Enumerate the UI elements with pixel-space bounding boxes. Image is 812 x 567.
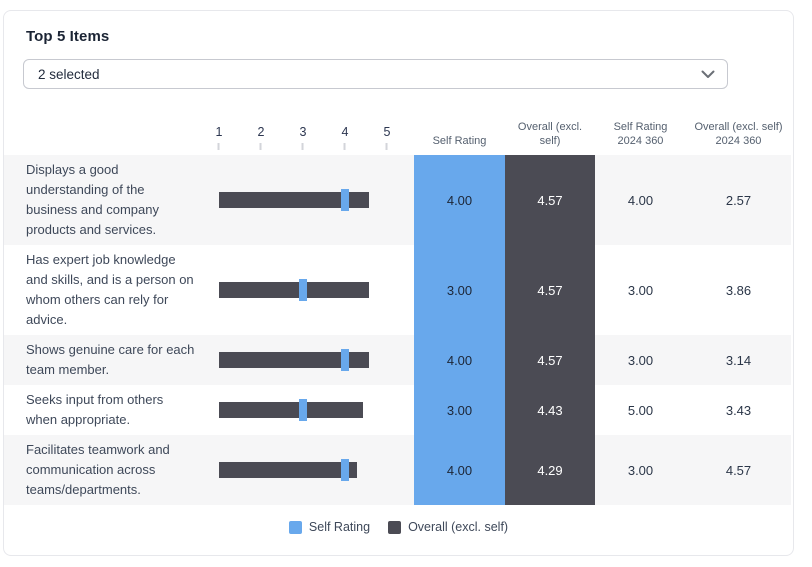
header-item-spacer [4,106,200,155]
overall-bar [219,402,364,418]
rating-bar-chart [200,335,414,385]
scale-tick-2: 2 [258,125,264,150]
chevron-down-icon [701,70,715,79]
scale-tick-4: 4 [342,125,348,150]
overall-bar [219,462,358,478]
self-rating-value: 4.00 [414,435,505,505]
tick-mark-icon [217,143,220,150]
table-body: Displays a good understanding of the bus… [4,155,793,505]
header-self-rating: Self Rating [432,135,487,147]
table-row: Has expert job knowledge and skills, and… [4,245,793,335]
overall-excl-self-value: 4.57 [505,335,595,385]
tick-mark-icon [385,143,388,150]
item-text: Facilitates teamwork and communication a… [4,435,200,505]
overall-excl-self-2024-360-value: 3.43 [725,402,752,418]
rating-scale-axis: 1 2 3 4 5 [200,106,414,155]
scale-tick-1: 1 [216,125,222,150]
self-rating-2024-360-value: 3.00 [595,335,686,385]
self-rating-2024-360-value: 3.00 [627,282,654,298]
tick-mark-icon [301,143,304,150]
header-self-rating-2024-360: Self Rating 2024 360 [613,121,668,147]
overall-excl-self-2024-360-value: 3.14 [686,335,791,385]
legend-swatch-icon [288,520,302,534]
self-rating-marker [299,279,307,301]
overall-bar [219,282,369,298]
header-overall-excl-self: Overall (excl. self) [517,121,583,147]
overall-excl-self-value: 4.57 [505,245,595,335]
legend-item: Overall (excl. self) [388,520,508,534]
legend-label: Overall (excl. self) [408,520,509,534]
self-rating-value: 3.00 [414,245,505,335]
overall-bar [219,352,369,368]
tick-mark-icon [259,143,262,150]
ratings-table: 1 2 3 4 5 Self Rating Overall (excl. self) S… [4,106,793,505]
header-overall-excl-self-2024-360: Overall (excl. self) 2024 360 [694,121,783,147]
items-filter-dropdown[interactable]: 2 selected [23,59,728,89]
self-rating-marker [341,349,349,371]
table-row: Seeks input from others when appropriate… [4,385,793,435]
legend-label: Self Rating [308,520,371,534]
self-rating-value: 4.00 [414,155,505,245]
item-text: Has expert job knowledge and skills, and… [26,252,194,327]
self-rating-marker [341,459,349,481]
item-text: Shows genuine care for each team member. [4,335,200,385]
overall-excl-self-2024-360-value: 2.57 [686,155,791,245]
rating-bar-chart [200,435,414,505]
table-header-row: 1 2 3 4 5 Self Rating Overall (excl. self) S… [4,106,793,155]
overall-bar [219,192,369,208]
item-text: Displays a good understanding of the bus… [4,155,200,245]
self-rating-value: 3.00 [414,385,505,435]
table-row: Shows genuine care for each team member.… [4,335,793,385]
tick-mark-icon [343,143,346,150]
self-rating-marker [341,189,349,211]
self-rating-2024-360-value: 4.00 [595,155,686,245]
top-items-card: Top 5 Items 2 selected 1 2 3 4 5 Self Rating… [3,10,794,556]
scale-tick-5: 5 [384,125,390,150]
scale-tick-3: 3 [300,125,306,150]
overall-excl-self-value: 4.57 [505,155,595,245]
rating-bar-chart [200,155,414,245]
self-rating-2024-360-value: 5.00 [627,402,654,418]
self-rating-2024-360-value: 3.00 [595,435,686,505]
legend-swatch-icon [388,520,402,534]
rating-bar-chart [200,245,414,335]
overall-excl-self-2024-360-value: 4.57 [686,435,791,505]
item-text: Seeks input from others when appropriate… [26,392,164,427]
dropdown-selected-value: 2 selected [38,66,100,82]
overall-excl-self-2024-360-value: 3.86 [725,282,752,298]
legend-item: Self Rating [288,520,371,534]
rating-bar-chart [200,385,414,435]
table-row: Displays a good understanding of the bus… [4,155,793,245]
overall-excl-self-value: 4.43 [505,385,595,435]
chart-legend: Self Rating Overall (excl. self) [4,513,793,541]
self-rating-marker [299,399,307,421]
self-rating-value: 4.00 [414,335,505,385]
page-title: Top 5 Items [26,28,110,45]
overall-excl-self-value: 4.29 [505,435,595,505]
table-row: Facilitates teamwork and communication a… [4,435,793,505]
